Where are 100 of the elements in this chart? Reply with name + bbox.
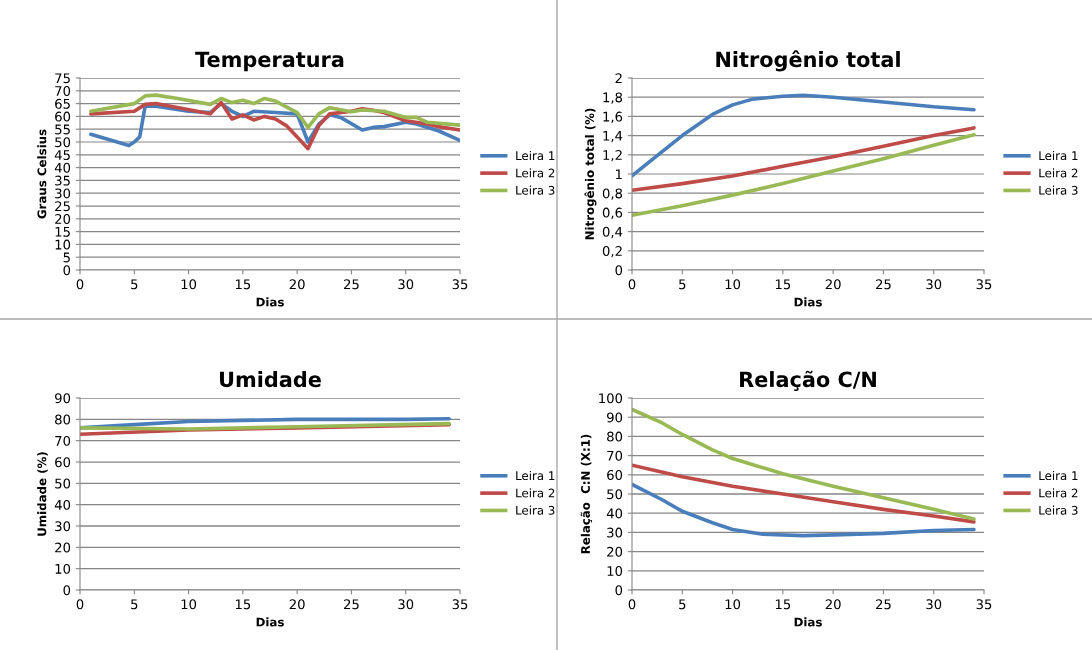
y-tick-label: 45 [54, 150, 70, 160]
line-series [632, 407, 976, 521]
y-tick-label: 0,2 [602, 246, 622, 258]
chart-title: Relação C/N [740, 370, 876, 391]
y-axis-title: Graus Celsius [37, 129, 47, 219]
x-tick-label: 20 [825, 279, 841, 290]
y-tick-label: 0 [63, 265, 71, 276]
y-tick-label: 50 [607, 489, 623, 500]
y-tick-label: 60 [607, 470, 623, 480]
x-tick-label: 10 [181, 599, 197, 610]
line-series [632, 132, 976, 218]
line-series [89, 93, 460, 130]
y-tick-label: 1,8 [603, 92, 623, 104]
y-tick-label: 100 [599, 393, 623, 404]
y-tick-label: 40 [54, 162, 71, 173]
y-axis-title: Relação C:N (X:1) [580, 434, 593, 554]
x-tick-label: 10 [725, 599, 741, 610]
x-tick-label: 35 [452, 279, 468, 290]
x-tick-label: 25 [344, 279, 359, 290]
y-tick-label: 30 [607, 527, 623, 538]
line-series [632, 126, 976, 193]
y-tick-label: 0,8 [602, 188, 623, 200]
y-tick-label: 60 [55, 457, 71, 468]
x-tick-label: 20 [289, 599, 305, 610]
y-tick-label: 70 [607, 450, 623, 461]
chart-title: Umidade [220, 371, 321, 388]
y-tick-label: 90 [607, 412, 623, 423]
legend-label: Leira 3 [516, 185, 555, 195]
legend-label: Leira 1 [516, 150, 555, 161]
y-tick-label: 50 [55, 478, 71, 489]
y-tick-label: 10 [55, 239, 71, 250]
y-tick-label: 0,4 [602, 226, 623, 239]
y-tick-label: 1,4 [603, 130, 623, 143]
y-tick-label: 25 [55, 201, 70, 212]
line-series [632, 93, 976, 178]
x-axis-title: Dias [794, 297, 822, 307]
y-axis-title: Umidade (%) [37, 452, 48, 536]
y-tick-label: 80 [607, 431, 623, 442]
x-tick-label: 30 [926, 279, 942, 290]
y-tick-label: 0 [615, 265, 623, 276]
chart-title: Nitrogênio total [716, 50, 900, 72]
y-tick-label: 30 [55, 521, 71, 532]
y-tick-label: 1 [616, 169, 622, 180]
y-tick-label: 70 [55, 86, 71, 96]
x-axis-title: Dias [256, 297, 284, 307]
legend-label: Leira 1 [516, 470, 555, 481]
x-tick-label: 0 [76, 279, 84, 290]
legend-label: Leira 3 [1039, 505, 1078, 515]
x-tick-label: 20 [825, 599, 841, 610]
legend-label: Leira 3 [516, 505, 555, 515]
x-tick-label: 30 [398, 599, 414, 610]
y-tick-label: 75 [55, 73, 70, 84]
x-tick-label: 0 [628, 279, 636, 290]
x-tick-label: 25 [344, 599, 359, 610]
y-tick-label: 90 [55, 393, 71, 404]
y-tick-label: 20 [607, 546, 623, 557]
y-tick-label: 1,2 [603, 150, 622, 162]
x-tick-label: 20 [289, 279, 305, 290]
x-axis-title: Dias [256, 617, 284, 627]
x-tick-label: 35 [976, 599, 992, 610]
y-tick-label: 0 [63, 585, 71, 596]
legend-label: Leira 1 [1039, 470, 1078, 481]
x-tick-label: 15 [235, 599, 251, 610]
y-tick-label: 2 [615, 73, 622, 84]
y-tick-label: 30 [55, 188, 71, 199]
x-tick-label: 35 [976, 279, 992, 290]
x-tick-label: 30 [926, 599, 942, 610]
x-tick-label: 15 [235, 279, 251, 290]
chart-title: Temperatura [195, 51, 344, 72]
x-axis-title: Dias [794, 617, 822, 627]
legend-label: Leira 2 [1039, 488, 1078, 498]
y-axis-title: Nitrogênio total (%) [584, 108, 597, 240]
y-tick-label: 5 [63, 252, 70, 263]
x-tick-label: 5 [131, 599, 138, 610]
line-series [632, 463, 976, 524]
y-tick-label: 70 [55, 435, 71, 446]
x-tick-label: 30 [398, 279, 414, 290]
line-series [632, 482, 976, 538]
legend-label: Leira 3 [1039, 185, 1078, 195]
y-tick-label: 55 [55, 124, 70, 135]
y-tick-label: 50 [55, 137, 71, 148]
y-tick-label: 15 [55, 226, 70, 237]
y-tick-label: 20 [55, 214, 71, 224]
x-tick-label: 0 [628, 599, 636, 610]
x-tick-label: 5 [131, 279, 138, 290]
y-tick-label: 80 [55, 414, 71, 425]
y-tick-label: 0,6 [602, 207, 623, 219]
y-tick-label: 35 [55, 175, 70, 186]
y-tick-label: 10 [607, 566, 623, 576]
y-tick-label: 65 [55, 98, 70, 109]
y-tick-label: 1,6 [603, 111, 623, 123]
x-tick-label: 25 [876, 599, 891, 610]
x-tick-label: 15 [775, 279, 791, 290]
x-tick-label: 10 [181, 279, 197, 290]
legend-label: Leira 2 [1039, 168, 1078, 178]
legend-label: Leira 2 [516, 168, 555, 178]
y-tick-label: 60 [55, 111, 71, 122]
legend-label: Leira 2 [516, 488, 555, 498]
x-tick-label: 25 [876, 279, 891, 290]
legend-label: Leira 1 [1039, 150, 1078, 161]
